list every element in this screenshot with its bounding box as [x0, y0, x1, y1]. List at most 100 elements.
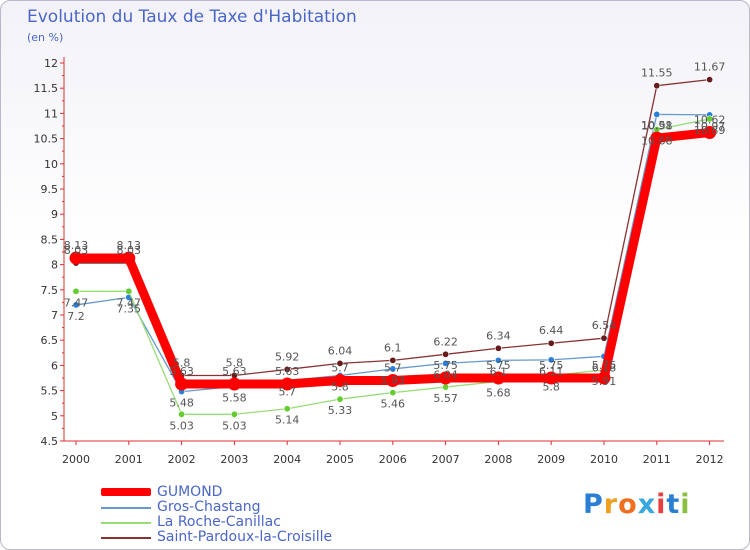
data-label: 5.63 [222, 365, 247, 378]
data-label: 5.58 [222, 392, 247, 405]
data-point [442, 350, 450, 358]
y-tick-label: 9 [51, 208, 58, 221]
data-label: 5.91 [592, 375, 617, 388]
data-label: 8.03 [117, 244, 142, 257]
data-point [389, 389, 397, 397]
data-point [72, 301, 80, 309]
data-label: 5.7 [331, 362, 349, 375]
data-label: 6.04 [328, 344, 353, 357]
y-tick-label: 10.5 [34, 133, 59, 146]
data-label: 5.68 [486, 387, 511, 400]
y-tick-label: 8.5 [41, 233, 59, 246]
data-label: 5.75 [592, 359, 617, 372]
chart-title: Evolution du Taux de Taxe d'Habitation [27, 7, 357, 27]
data-label: 10.89 [694, 124, 726, 137]
y-tick-label: 7 [51, 309, 58, 322]
data-point [706, 76, 714, 84]
data-label: 6.11 [539, 365, 564, 378]
data-label: 7.47 [117, 296, 142, 309]
data-label: 10.97 [694, 120, 726, 133]
data-point [442, 383, 450, 391]
legend-label-gros-chastang: Gros-Chastang [157, 499, 261, 515]
data-point [494, 356, 502, 364]
y-tick-label: 12 [44, 57, 58, 70]
data-label: 5.63 [275, 365, 300, 378]
y-tick-label: 11.5 [34, 82, 59, 95]
y-axis-unit: (en %) [27, 31, 64, 44]
data-point [600, 334, 608, 342]
data-point [283, 405, 291, 413]
data-point [494, 344, 502, 352]
x-tick-label: 2008 [484, 453, 512, 466]
data-point [72, 287, 80, 295]
data-point [386, 374, 400, 388]
data-point [336, 359, 344, 367]
series-lines [69, 76, 717, 418]
data-label: 7.2 [67, 310, 85, 323]
data-label: 5.03 [222, 419, 247, 432]
x-tick-label: 2002 [168, 453, 196, 466]
data-point [653, 82, 661, 90]
y-tick-label: 6 [51, 359, 58, 372]
x-tick-label: 2005 [326, 453, 354, 466]
data-point [178, 410, 186, 418]
data-label: 6.22 [433, 335, 458, 348]
data-point [227, 377, 241, 391]
x-tick-label: 2007 [432, 453, 460, 466]
logo-letter: P [583, 489, 604, 520]
data-label: 5.8 [331, 380, 349, 393]
data-label: 10.68 [641, 135, 673, 148]
data-point [650, 131, 664, 145]
data-point [69, 251, 83, 265]
logo-letter: i [656, 489, 667, 520]
logo-letter: r [603, 489, 619, 520]
data-label: 8.13 [64, 239, 89, 252]
data-label: 5.63 [169, 365, 194, 378]
proxiti-logo: Proxiti [583, 489, 691, 520]
data-label: 6.54 [592, 319, 617, 332]
data-label: 8.03 [64, 244, 89, 257]
data-point [122, 251, 136, 265]
y-tick-label: 7.5 [41, 284, 59, 297]
legend-label-saint-pardoux: Saint-Pardoux-la-Croisille [157, 529, 333, 545]
logo-letter: x [637, 489, 657, 520]
y-tick-label: 10 [44, 158, 58, 171]
data-label: 5.75 [486, 359, 511, 372]
data-label: 5.75 [539, 359, 564, 372]
data-point [706, 115, 714, 123]
x-tick-label: 2003 [220, 453, 248, 466]
data-label: 6.04 [433, 368, 458, 381]
logo-letter: i [680, 489, 691, 520]
data-point [653, 110, 661, 118]
logo-letter: o [618, 489, 638, 520]
data-label: 11.67 [694, 61, 726, 74]
data-label: 10.51 [641, 119, 673, 132]
data-label: 5.33 [328, 404, 353, 417]
data-point [442, 359, 450, 367]
legend-label-gumond: GUMOND [157, 484, 223, 500]
data-point [125, 287, 133, 295]
data-point [544, 371, 558, 385]
y-tick-label: 8 [51, 259, 58, 272]
data-label: 5.03 [169, 419, 194, 432]
data-point [547, 339, 555, 347]
data-point [389, 356, 397, 364]
data-label: 5.8 [542, 380, 560, 393]
data-label: 5.8 [173, 356, 191, 369]
data-label: 6.34 [486, 329, 511, 342]
logo-letter: t [666, 489, 681, 520]
axes: 4.5 5 5.5 6 6.5 7 7.5 8 8.5 9 9.5 10 10.5 11 11.5 12 200… [34, 57, 724, 466]
data-point [230, 410, 238, 418]
x-tick-label: 2011 [643, 453, 671, 466]
data-label: 11.55 [641, 67, 673, 80]
data-label: 10.98 [641, 119, 673, 132]
data-point [336, 395, 344, 403]
x-tick-label: 2010 [590, 453, 618, 466]
data-point [439, 371, 453, 385]
data-label: 5.14 [275, 414, 300, 427]
x-tick-label: 2006 [379, 453, 407, 466]
legend-label-la-roche-canillac: La Roche-Canillac [157, 514, 281, 530]
data-point [703, 126, 717, 140]
